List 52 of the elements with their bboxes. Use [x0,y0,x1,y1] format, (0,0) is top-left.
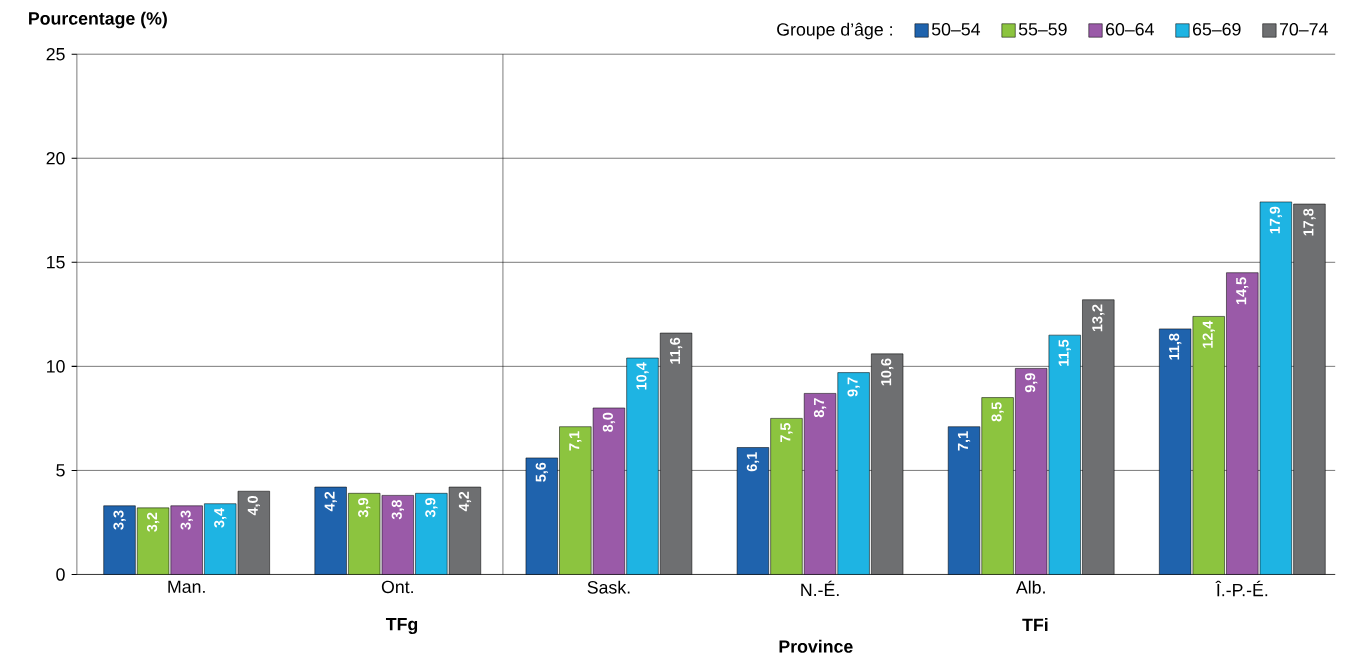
data-label: 3,4 [214,507,227,528]
data-label: 14,5 [1236,277,1249,305]
data-label: 4,2 [324,491,337,512]
data-label: 6,1 [746,452,760,472]
x-tick-label: N.-É. [801,580,839,596]
data-label: 8,5 [991,402,1004,422]
legend-label: 60–64 [1106,22,1154,36]
data-label: 3,8 [391,499,404,520]
y-tick-label: 0 [56,568,65,581]
data-label: 3,9 [425,497,438,518]
x-tick-label: Man. [168,580,205,593]
data-label: 8,7 [813,398,827,418]
data-label: 3,3 [180,510,193,530]
data-label: 7,1 [569,431,582,451]
data-label: 17,8 [1303,208,1316,236]
data-label: 11,5 [1058,339,1071,366]
x-tick-label: Sask. [587,580,630,594]
data-label: 13,2 [1092,304,1105,332]
data-label: 3,3 [113,510,126,530]
data-label: 5,6 [535,462,548,482]
data-label: 8,0 [602,412,616,432]
legend-label: 70–74 [1279,22,1328,36]
data-label: 4,2 [458,491,472,512]
y-tick-label: 15 [47,256,65,269]
text: TFg [385,617,418,634]
data-label: 12,4 [1202,320,1215,348]
data-label: 3,9 [358,497,371,518]
legend-title: Groupe d’âge : [777,22,892,40]
data-label: 4,0 [247,495,260,516]
y-axis-title: Pourcentage (%) [29,11,167,29]
x-axis-title: Province [779,639,853,653]
data-label: 11,6 [669,337,683,364]
x-tick-label: Î.-P.-É. [1215,580,1268,597]
y-tick-label: 25 [46,47,65,61]
data-label: 10,4 [636,362,649,390]
data-label: 10,6 [881,358,894,386]
legend-label: 55–59 [1018,22,1067,36]
x-tick-label: Alb. [1015,580,1045,594]
data-label: 7,5 [780,422,793,442]
data-label: 7,1 [957,431,971,451]
legend-label: 65–69 [1192,22,1241,36]
legend-label: 50–54 [931,22,981,36]
data-label: 17,9 [1269,206,1283,234]
text: TFi [1022,617,1048,631]
y-tick-label: 10 [47,359,65,373]
data-label: 3,2 [146,512,160,532]
data-label: 11,8 [1169,333,1182,360]
y-tick-label: 5 [56,464,65,477]
x-tick-label: Ont. [381,580,413,594]
data-label: 9,7 [847,377,860,397]
y-tick-label: 20 [46,151,65,165]
data-label: 9,9 [1025,373,1038,393]
